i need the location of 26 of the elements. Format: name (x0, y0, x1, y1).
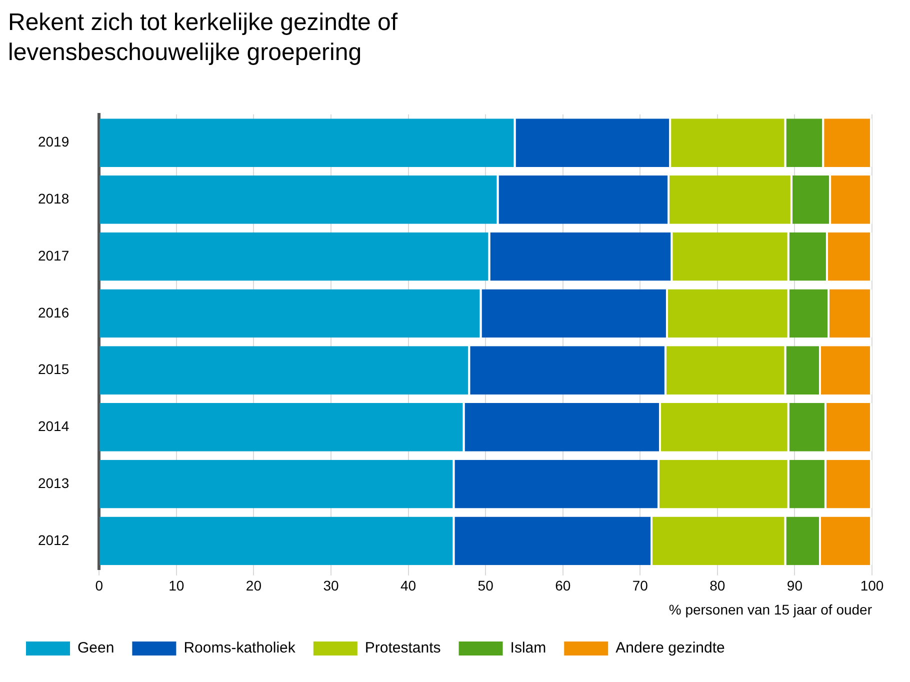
legend-label: Rooms-katholiek (184, 640, 296, 657)
y-tick-label: 2012 (38, 532, 70, 548)
legend-label: Islam (510, 640, 546, 657)
chart-title: Rekent zich tot kerkelijke gezindte of levensbeschouwelijke groepering (8, 8, 399, 68)
legend-label: Geen (78, 640, 114, 657)
y-tick-label: 2018 (38, 190, 70, 207)
x-axis-title: % personen van 15 jaar of ouder (668, 601, 872, 618)
x-tick-label: 70 (632, 578, 648, 594)
x-tick-label: 40 (400, 578, 416, 594)
x-tick-label: 100 (860, 578, 884, 594)
x-tick-label: 80 (710, 578, 726, 594)
x-tick-label: 30 (323, 578, 339, 594)
y-tick-label: 2013 (38, 474, 70, 491)
y-tick-label: 2015 (38, 361, 70, 378)
x-tick-label: 60 (555, 578, 571, 594)
x-tick-label: 50 (478, 578, 494, 594)
legend-label: Protestants (364, 640, 441, 657)
x-tick-label: 90 (786, 578, 803, 594)
y-tick-label: 2014 (38, 418, 70, 434)
y-tick-label: 2017 (38, 247, 70, 264)
y-tick-label: 2019 (38, 134, 70, 150)
x-tick-label: 20 (246, 578, 262, 594)
x-tick-label: 0 (95, 578, 104, 594)
y-tick-label: 2016 (38, 304, 70, 320)
x-tick-label: 10 (168, 578, 184, 594)
legend-label: Andere gezindte (616, 640, 725, 657)
